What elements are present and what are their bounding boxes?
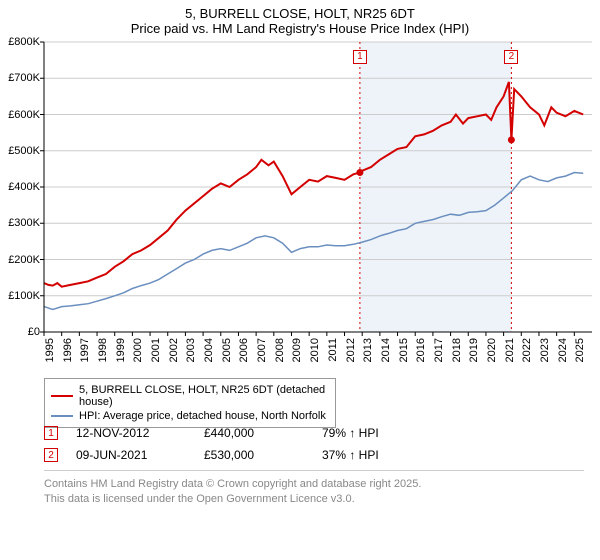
event-marker-1: 1 <box>44 426 58 440</box>
x-tick-label: 2002 <box>168 338 180 362</box>
x-tick-label: 1997 <box>79 338 91 362</box>
x-tick-label: 1996 <box>62 338 74 362</box>
footer-line-2: This data is licensed under the Open Gov… <box>44 492 584 507</box>
chart-plot-area: 12 <box>44 42 592 332</box>
chart-title-line2: Price paid vs. HM Land Registry's House … <box>0 21 600 36</box>
x-tick-label: 2018 <box>451 338 463 362</box>
x-tick-label: 2014 <box>380 338 392 362</box>
x-axis: 1995 1996 1997 1998 1999 2000 2001 2002 2003 2004… <box>44 334 592 374</box>
event-marker-2: 2 <box>44 448 58 462</box>
x-tick-label: 1999 <box>115 338 127 362</box>
chart-event-marker: 2 <box>504 50 518 64</box>
x-tick-label: 2017 <box>433 338 445 362</box>
x-tick-label: 2025 <box>574 338 586 362</box>
y-tick-label: £0 <box>28 326 40 338</box>
y-axis: £0£100K£200K£300K£400K£500K£600K£700K£80… <box>0 42 44 332</box>
y-tick-label: £800K <box>8 36 40 48</box>
y-tick-label: £400K <box>8 181 40 193</box>
y-tick-label: £100K <box>8 290 40 302</box>
x-tick-label: 1995 <box>44 338 56 362</box>
event-price-1: £440,000 <box>204 426 304 440</box>
chart-svg <box>44 42 592 332</box>
event-price-2: £530,000 <box>204 448 304 462</box>
y-tick-label: £200K <box>8 254 40 266</box>
event-row-2: 2 09-JUN-2021 £530,000 37% ↑ HPI <box>44 444 584 466</box>
legend-swatch-property <box>51 395 73 397</box>
legend-label-property: 5, BURRELL CLOSE, HOLT, NR25 6DT (detach… <box>79 384 329 408</box>
event-diff-1: 79% ↑ HPI <box>322 426 432 440</box>
x-tick-label: 2007 <box>256 338 268 362</box>
x-tick-label: 2019 <box>468 338 480 362</box>
x-tick-label: 2009 <box>291 338 303 362</box>
legend-label-hpi: HPI: Average price, detached house, Nort… <box>79 410 326 422</box>
x-tick-label: 2022 <box>521 338 533 362</box>
x-tick-label: 2001 <box>150 338 162 362</box>
legend-swatch-hpi <box>51 415 73 417</box>
legend-item-property: 5, BURRELL CLOSE, HOLT, NR25 6DT (detach… <box>51 383 329 409</box>
x-tick-label: 2010 <box>309 338 321 362</box>
x-tick-label: 2008 <box>274 338 286 362</box>
footer-line-1: Contains HM Land Registry data © Crown c… <box>44 477 584 492</box>
chart-event-marker: 1 <box>353 50 367 64</box>
x-tick-label: 2023 <box>539 338 551 362</box>
x-tick-label: 2024 <box>557 338 569 362</box>
event-row-1: 1 12-NOV-2012 £440,000 79% ↑ HPI <box>44 422 584 444</box>
x-tick-label: 2011 <box>327 338 339 362</box>
x-tick-label: 2000 <box>132 338 144 362</box>
x-tick-label: 2005 <box>221 338 233 362</box>
x-tick-label: 2013 <box>362 338 374 362</box>
y-tick-label: £300K <box>8 217 40 229</box>
x-tick-label: 2015 <box>398 338 410 362</box>
x-tick-label: 2006 <box>238 338 250 362</box>
x-tick-label: 2004 <box>203 338 215 362</box>
legend-item-hpi: HPI: Average price, detached house, Nort… <box>51 409 329 423</box>
x-tick-label: 2020 <box>486 338 498 362</box>
x-tick-label: 1998 <box>97 338 109 362</box>
events-table: 1 12-NOV-2012 £440,000 79% ↑ HPI 2 09-JU… <box>44 422 584 466</box>
y-tick-label: £500K <box>8 145 40 157</box>
footer: Contains HM Land Registry data © Crown c… <box>44 470 584 507</box>
x-tick-label: 2016 <box>415 338 427 362</box>
event-date-1: 12-NOV-2012 <box>76 426 186 440</box>
event-diff-2: 37% ↑ HPI <box>322 448 432 462</box>
y-tick-label: £700K <box>8 72 40 84</box>
x-tick-label: 2012 <box>345 338 357 362</box>
event-date-2: 09-JUN-2021 <box>76 448 186 462</box>
x-tick-label: 2021 <box>504 338 516 362</box>
x-tick-label: 2003 <box>185 338 197 362</box>
legend-box: 5, BURRELL CLOSE, HOLT, NR25 6DT (detach… <box>44 378 336 428</box>
chart-title-line1: 5, BURRELL CLOSE, HOLT, NR25 6DT <box>0 6 600 21</box>
y-tick-label: £600K <box>8 109 40 121</box>
